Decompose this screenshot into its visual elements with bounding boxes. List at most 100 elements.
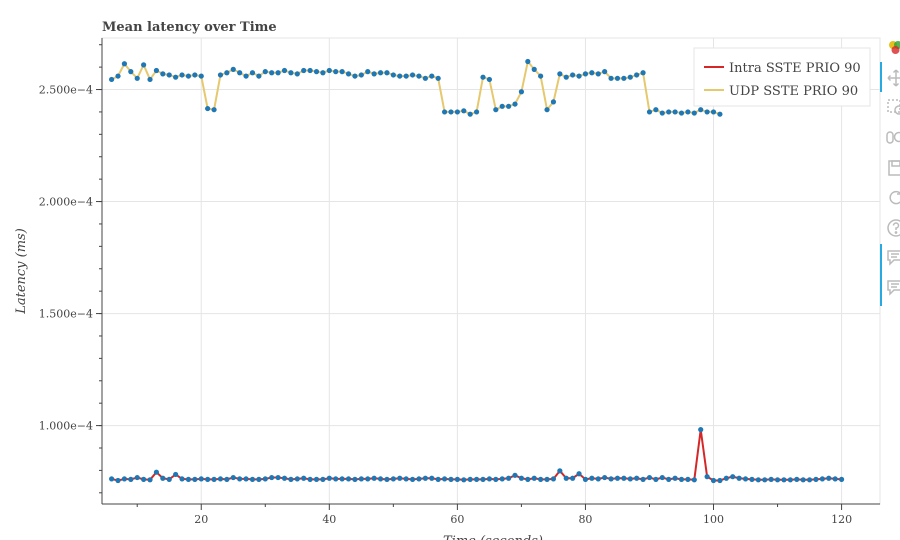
x-axis-label: Time (seconds)	[443, 534, 543, 540]
x-tick-label: 80	[578, 513, 592, 526]
data-point	[506, 475, 512, 481]
data-point	[557, 468, 563, 474]
data-point	[281, 67, 288, 74]
data-point	[147, 477, 153, 483]
data-point	[742, 476, 749, 482]
hover-icon[interactable]	[886, 248, 900, 268]
data-point	[499, 476, 505, 482]
data-point	[704, 109, 710, 115]
data-point	[326, 475, 332, 481]
data-point	[710, 477, 717, 484]
data-point	[320, 476, 326, 482]
data-point	[582, 476, 589, 482]
data-point	[461, 108, 467, 114]
pan-icon[interactable]	[886, 68, 900, 88]
data-point	[493, 476, 499, 482]
data-point	[512, 101, 518, 107]
data-point	[333, 69, 339, 75]
data-point	[230, 66, 236, 72]
data-point	[525, 58, 531, 65]
data-point	[256, 73, 262, 79]
data-point	[294, 71, 300, 77]
data-point	[224, 70, 230, 76]
box-zoom-icon[interactable]	[886, 98, 900, 118]
data-point	[333, 476, 339, 482]
data-point	[141, 476, 147, 482]
series-line-0	[111, 428, 842, 482]
bokeh-logo-icon[interactable]	[886, 38, 900, 58]
data-point	[774, 477, 781, 483]
series	[109, 58, 845, 484]
data-point	[441, 476, 448, 482]
data-point	[602, 69, 608, 75]
data-point	[320, 70, 326, 76]
data-point	[531, 475, 537, 481]
data-point	[589, 475, 595, 481]
reset-icon[interactable]	[886, 188, 900, 208]
data-point	[480, 476, 486, 482]
data-point	[173, 74, 179, 80]
data-point	[614, 75, 621, 81]
data-point	[121, 61, 128, 67]
data-point	[557, 71, 563, 77]
save-icon[interactable]	[886, 158, 900, 178]
data-point	[397, 475, 403, 481]
wheel-zoom-icon[interactable]	[886, 128, 900, 148]
data-point	[570, 72, 576, 78]
data-point	[313, 69, 320, 75]
y-axis-label: Latency (ms)	[14, 228, 29, 315]
data-point	[454, 109, 460, 115]
data-point	[377, 476, 384, 482]
data-point	[249, 476, 256, 482]
data-point	[627, 476, 633, 482]
help-icon[interactable]	[886, 218, 900, 238]
data-point	[518, 475, 525, 481]
data-point	[429, 475, 435, 481]
data-point	[134, 75, 140, 81]
data-point	[570, 475, 576, 481]
data-point	[781, 477, 787, 483]
data-point	[384, 70, 390, 76]
data-point	[185, 476, 192, 482]
data-point	[358, 72, 364, 78]
plot-frame	[101, 37, 881, 505]
data-point	[621, 75, 627, 81]
data-point	[371, 475, 377, 481]
data-point	[352, 476, 358, 482]
data-point	[832, 476, 838, 482]
x-tick-label: 20	[194, 513, 208, 526]
legend-label-intra: Intra SSTE PRIO 90	[729, 61, 861, 76]
data-point	[467, 476, 473, 482]
data-point	[813, 476, 819, 482]
data-point	[525, 476, 531, 482]
data-point	[217, 476, 224, 482]
data-point	[371, 71, 377, 77]
data-point	[128, 69, 134, 75]
data-point	[384, 476, 390, 482]
data-point	[634, 72, 640, 78]
x-tick-label: 60	[450, 513, 464, 526]
data-point	[691, 110, 697, 116]
data-point	[416, 476, 422, 482]
data-point	[589, 70, 595, 76]
data-point	[806, 477, 813, 483]
data-point	[211, 476, 217, 482]
data-point	[672, 109, 678, 115]
data-point	[787, 477, 793, 483]
data-point	[461, 477, 467, 483]
data-point	[838, 476, 845, 482]
data-point	[441, 109, 448, 115]
data-point	[160, 71, 166, 77]
legend: Intra SSTE PRIO 90 UDP SSTE PRIO 90	[693, 47, 871, 107]
data-point	[723, 475, 729, 481]
data-point	[307, 476, 313, 482]
data-point	[160, 475, 166, 481]
data-point	[640, 70, 646, 76]
data-point	[345, 476, 352, 482]
data-point	[269, 474, 275, 481]
data-point	[358, 476, 364, 482]
data-point	[768, 476, 774, 482]
data-point	[659, 110, 665, 116]
hover-icon-2[interactable]	[886, 278, 900, 298]
data-point	[237, 476, 243, 482]
